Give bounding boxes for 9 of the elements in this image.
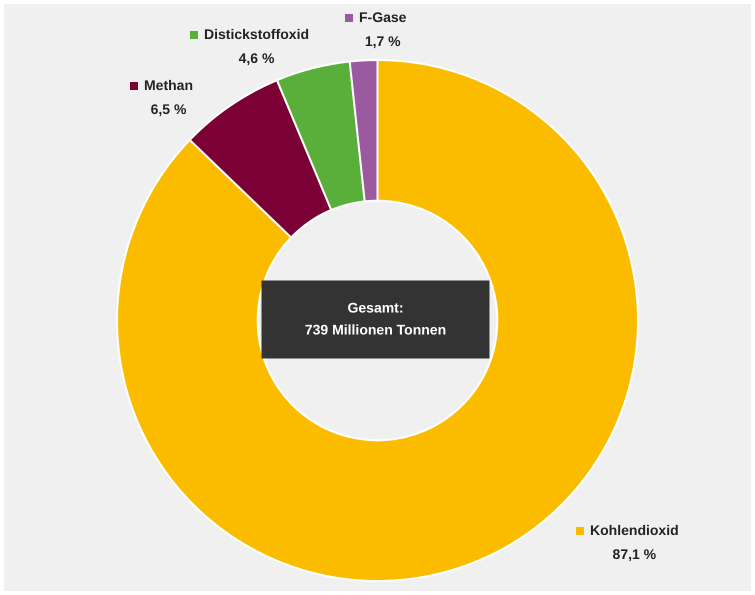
legend-label: Kohlendioxid xyxy=(590,522,679,538)
data-label: 4,6 % xyxy=(238,50,275,66)
data-label: 87,1 % xyxy=(612,546,657,562)
data-label: 6,5 % xyxy=(150,100,187,117)
legend-label: F-Gase xyxy=(359,8,407,25)
legend-label: Distickstoffoxid xyxy=(204,26,310,42)
data-label: 1,7 % xyxy=(364,32,402,49)
legend-label: Methan xyxy=(144,76,193,93)
text: Gesamt: 739 Millionen Tonnen xyxy=(304,299,446,338)
